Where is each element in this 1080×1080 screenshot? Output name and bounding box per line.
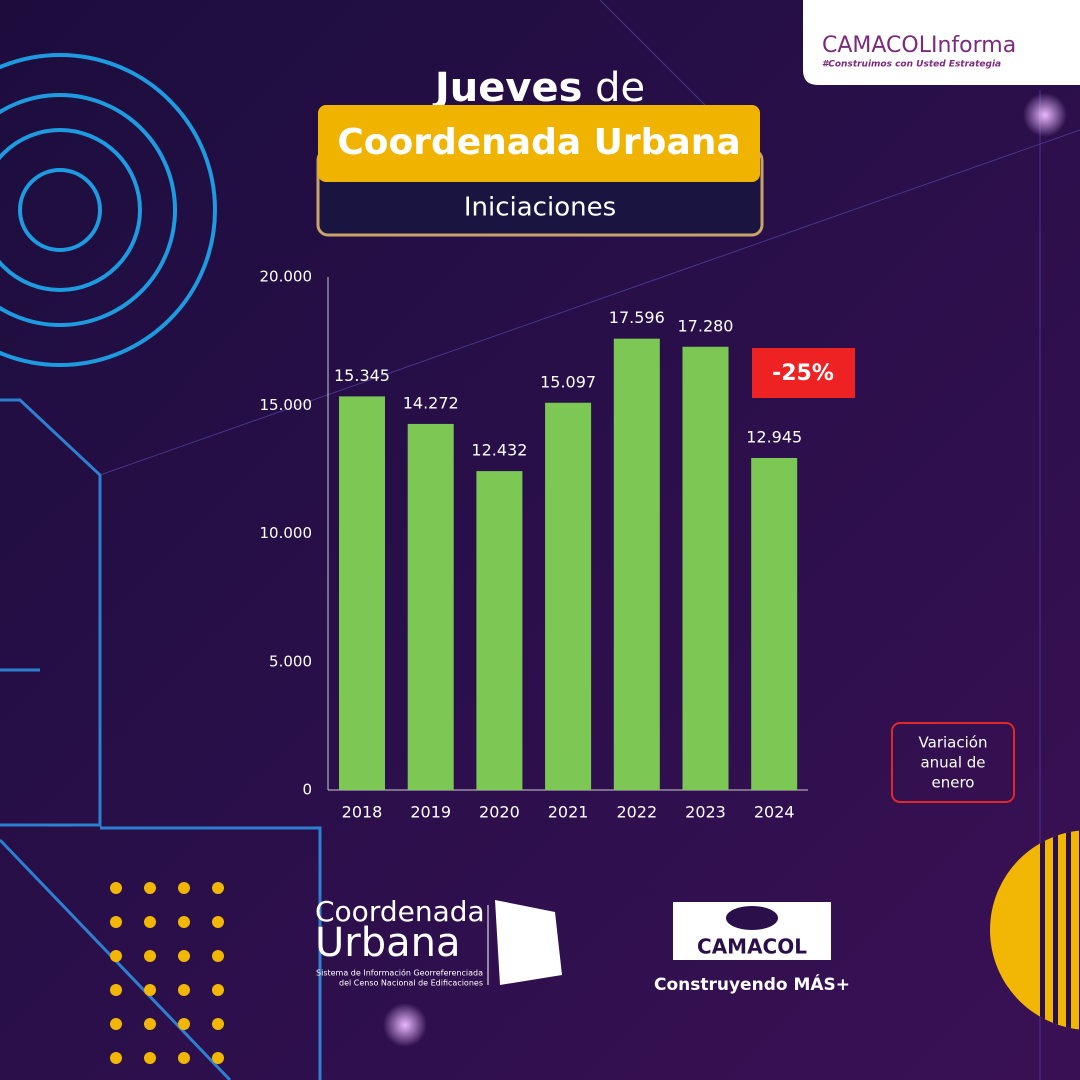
dot (212, 882, 224, 894)
dot (110, 950, 122, 962)
logo-line2: Urbana (315, 920, 461, 966)
dot (178, 882, 190, 894)
decor-circles (0, 53, 217, 367)
value-label: 12.945 (746, 427, 802, 446)
brand-tab (803, 0, 1080, 85)
dot (212, 916, 224, 928)
bar (751, 457, 798, 790)
dot (178, 984, 190, 996)
dot (144, 950, 156, 962)
note: anual de (920, 754, 985, 772)
bar (613, 338, 660, 790)
title-box (318, 105, 760, 182)
bar (476, 471, 523, 790)
annotation-box (752, 348, 855, 398)
dot (110, 1052, 122, 1064)
logo-line1: Coordenada (315, 895, 485, 928)
dot (110, 984, 122, 996)
camacol-mark (726, 906, 778, 930)
bar (407, 423, 454, 790)
brand-tagline: #Construimos con Usted Estrategia (822, 60, 1001, 70)
note: Variación (919, 734, 988, 752)
note: enero (932, 774, 975, 792)
x-tick-label: 2018 (342, 803, 383, 822)
bar (339, 396, 385, 790)
dot (178, 1018, 190, 1030)
brand: CAMACOLInforma (822, 33, 1016, 58)
dot-grid (110, 882, 224, 1064)
value-label: 14.272 (403, 393, 459, 412)
plot: 0 5.000 10.000 15.000 20.000 2018 15.345 2019 14… (260, 268, 803, 822)
y-tick-label: 15.000 (260, 396, 313, 414)
dot (144, 1052, 156, 1064)
kicker: Jueves de (432, 65, 645, 111)
dot (212, 1052, 224, 1064)
dot (144, 1018, 156, 1030)
value-label: 15.097 (540, 372, 596, 391)
annotation: -25% (772, 361, 834, 386)
y-tick-label: 5.000 (269, 652, 312, 670)
y-tick-label: 0 (302, 781, 312, 799)
dot (178, 916, 190, 928)
dot (178, 1052, 190, 1064)
title: Coordenada Urbana (337, 122, 740, 163)
glow (383, 1003, 427, 1047)
dot (110, 882, 122, 894)
logo-icon (495, 900, 562, 985)
dot (144, 984, 156, 996)
dot (144, 882, 156, 894)
value-label: 12.432 (471, 441, 527, 460)
value-label: 17.280 (678, 316, 734, 335)
value-label: 17.596 (609, 308, 665, 327)
subtitle: Iniciaciones (464, 193, 616, 223)
dot (110, 1018, 122, 1030)
dot (212, 984, 224, 996)
x-tick-label: 2024 (754, 803, 795, 822)
bar (682, 346, 729, 790)
slogan: Construyendo MÁS+ (654, 973, 850, 995)
kicker-bold: Jueves (432, 65, 583, 111)
dot (212, 1018, 224, 1030)
glow (1023, 93, 1067, 137)
note-box (891, 722, 1015, 803)
logo-sub: del Censo Nacional de Edificaciones (339, 979, 483, 988)
x-tick-label: 2020 (479, 803, 520, 822)
camacol-name: CAMACOL (697, 935, 807, 959)
dot (212, 950, 224, 962)
kicker-rest: de (595, 65, 645, 111)
y-tick-label: 10.000 (260, 524, 313, 542)
dot (178, 950, 190, 962)
x-tick-label: 2023 (685, 803, 726, 822)
dot (144, 916, 156, 928)
y-tick-label: 20.000 (260, 268, 313, 286)
value-label: 15.345 (334, 366, 390, 385)
logo-sub: Sistema de Información Georreferenciada (316, 968, 483, 978)
dot (110, 916, 122, 928)
bar (545, 402, 592, 790)
x-tick-label: 2021 (548, 803, 589, 822)
x-tick-label: 2019 (410, 803, 451, 822)
x-tick-label: 2022 (616, 803, 657, 822)
